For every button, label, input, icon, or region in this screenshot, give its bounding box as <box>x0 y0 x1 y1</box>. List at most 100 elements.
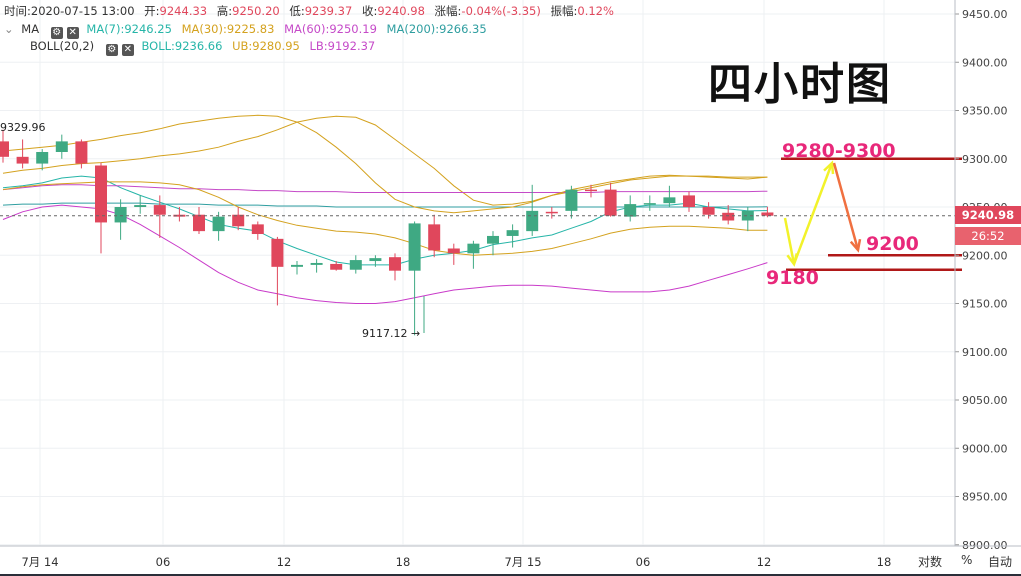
time-tick-label: 06 <box>636 555 651 569</box>
candle-body[interactable] <box>75 141 88 164</box>
open-label: 开: <box>144 4 160 18</box>
close-icon[interactable]: ✕ <box>66 27 79 39</box>
gear-icon[interactable]: ⚙ <box>105 44 118 56</box>
ma-legend: ⌄ MA ⚙ ✕ MA(7):9246.25 MA(30):9225.83 MA(… <box>4 21 493 39</box>
candle-body[interactable] <box>55 141 68 152</box>
time-tick-label: 06 <box>156 555 171 569</box>
series-line-ma30 <box>2 115 768 206</box>
change-value: -0.04%(-3.35) <box>461 4 541 18</box>
candle-body[interactable] <box>153 205 166 215</box>
candle-body[interactable] <box>663 197 676 204</box>
candle-body[interactable] <box>683 195 695 207</box>
time-tick-label: 18 <box>877 555 892 569</box>
support-9200-label: 9200 <box>866 233 919 255</box>
candle-body[interactable] <box>173 214 186 217</box>
high-marker-label: 9329.96 <box>0 121 46 134</box>
candle-body[interactable] <box>467 243 480 254</box>
collapse-chevron-icon[interactable]: ⌄ <box>4 22 14 36</box>
change-label: 涨幅: <box>434 4 462 18</box>
price-tick-label: 9100.00 <box>962 346 1008 359</box>
price-tick-label: 9000.00 <box>962 442 1008 455</box>
candle-body[interactable] <box>0 141 9 157</box>
candle-body[interactable] <box>114 207 127 223</box>
projection-arrow-up-head <box>823 160 835 175</box>
candle-body[interactable] <box>585 189 597 192</box>
log-scale-toggle[interactable]: 对数 <box>918 555 943 569</box>
low-marker-label: 9117.12 → <box>362 327 421 340</box>
boll-indicator-name: BOLL(20,2) <box>30 39 95 53</box>
low-value: 9239.37 <box>304 4 353 18</box>
candle-body[interactable] <box>487 235 499 244</box>
lb-value: LB:9192.37 <box>309 39 376 53</box>
close-value: 9240.98 <box>377 4 425 18</box>
candle-body[interactable] <box>722 212 735 221</box>
price-tick-label: 9200.00 <box>962 249 1008 262</box>
series-line-boll <box>2 181 768 256</box>
candle-body[interactable] <box>330 263 343 270</box>
close-icon[interactable]: ✕ <box>121 44 134 56</box>
gear-icon[interactable]: ⚙ <box>50 27 63 39</box>
series-line-ma60 <box>2 184 768 193</box>
candle-body[interactable] <box>271 238 284 267</box>
candle-body[interactable] <box>702 207 715 215</box>
time-tick-label: 7月 15 <box>504 555 541 569</box>
high-value: 9250.20 <box>232 4 280 18</box>
ma60-value: MA(60):9250.19 <box>284 22 377 36</box>
price-tick-label: 9400.00 <box>962 56 1008 69</box>
candle-body[interactable] <box>232 214 245 227</box>
boll-legend: BOLL(20,2) ⚙ ✕ BOLL:9236.66 UB:9280.95 LB… <box>30 38 381 56</box>
candle-body[interactable] <box>624 204 637 217</box>
price-tick-label: 9450.00 <box>962 8 1008 21</box>
ma7-value: MA(7):9246.25 <box>86 22 172 36</box>
candle-body[interactable] <box>251 224 264 235</box>
candle-body[interactable] <box>447 248 460 254</box>
candle-body[interactable] <box>545 211 558 214</box>
candle-body[interactable] <box>349 260 362 270</box>
boll-value: BOLL:9236.66 <box>141 39 223 53</box>
candle-body[interactable] <box>741 210 754 221</box>
countdown-tag: 26:52 <box>955 227 1021 245</box>
candle-body[interactable] <box>95 165 107 223</box>
candle-body[interactable] <box>389 257 401 271</box>
ma30-value: MA(30):9225.83 <box>181 22 275 36</box>
candle-body[interactable] <box>212 216 225 232</box>
price-tick-label: 9050.00 <box>962 394 1008 407</box>
time-tick-label: 12 <box>757 555 772 569</box>
projection-arrow-up <box>792 162 834 265</box>
time-label: 时间: <box>4 4 31 18</box>
auto-scale-toggle[interactable]: 自动 <box>988 555 1013 569</box>
ohlc-legend: 时间:2020-07-15 13:00 开:9244.33 高:9250.20 … <box>4 3 620 20</box>
series-line-lb <box>2 204 768 304</box>
candle-body[interactable] <box>604 189 617 216</box>
amp-value: 0.12% <box>577 4 614 18</box>
candle-body[interactable] <box>16 156 29 164</box>
price-tick-label: 9150.00 <box>962 298 1008 311</box>
candle-body[interactable] <box>428 224 441 251</box>
candle-body[interactable] <box>310 262 323 265</box>
series-line-ma7 <box>2 175 768 266</box>
candle-body[interactable] <box>369 258 382 262</box>
candle-body[interactable] <box>291 264 303 267</box>
open-value: 9244.33 <box>159 4 208 18</box>
amp-label: 振幅: <box>550 4 578 18</box>
percent-scale-toggle[interactable]: % <box>961 553 973 567</box>
price-tick-label: 8950.00 <box>962 491 1008 504</box>
candle-body[interactable] <box>565 189 578 211</box>
candle-body[interactable] <box>506 230 519 236</box>
candle-body[interactable] <box>408 223 421 271</box>
ub-value: UB:9280.95 <box>232 39 300 53</box>
candle-body[interactable] <box>134 205 147 207</box>
candle-body[interactable] <box>36 151 49 164</box>
price-tick-label: 9350.00 <box>962 105 1008 118</box>
chart-title: 四小时图 <box>708 59 892 110</box>
series-line-ub <box>2 114 768 214</box>
ma200-value: MA(200):9266.35 <box>386 22 487 36</box>
candle-body[interactable] <box>193 214 205 232</box>
high-label: 高: <box>216 4 233 18</box>
candle-body[interactable] <box>761 212 774 216</box>
candle-body[interactable] <box>526 210 539 232</box>
projection-arrow-pullback-head <box>849 238 862 253</box>
price-tick-label: 9300.00 <box>962 153 1008 166</box>
candle-body[interactable] <box>643 203 656 205</box>
